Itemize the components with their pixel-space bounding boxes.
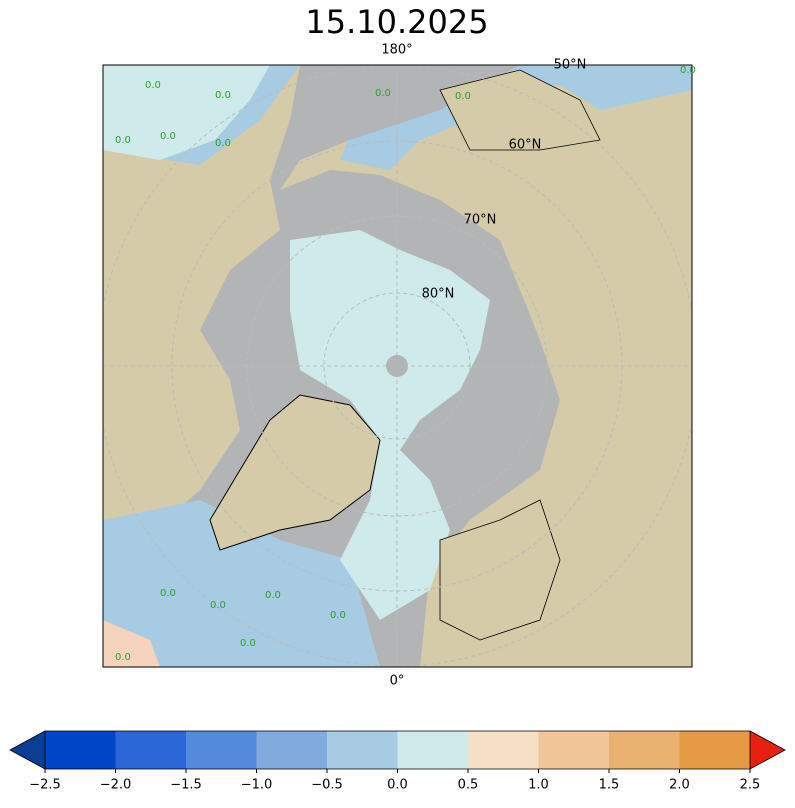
latitude-label: 60°N [509, 138, 542, 153]
colorbar-tick-label: 0.0 [387, 778, 408, 793]
meridian-label: 0° [390, 674, 405, 689]
colorbar-tick-label: 0.5 [458, 778, 479, 793]
colorbar-under [9, 730, 46, 770]
contour-label: 0.0 [330, 610, 346, 621]
contour-label: 0.0 [115, 652, 131, 663]
latitude-label: 70°N [464, 213, 497, 228]
contour-label: 0.0 [115, 135, 131, 146]
colorbar-tick-label: −2.0 [100, 778, 132, 793]
colorbar-bin [397, 731, 468, 769]
contour-label: 0.0 [455, 91, 471, 102]
colorbar-tick-label: −2.5 [29, 778, 61, 793]
colorbar-tick-label: 1.5 [599, 778, 620, 793]
colorbar-over [749, 730, 786, 770]
map-frame [102, 64, 693, 668]
contour-label: 0.0 [265, 590, 281, 601]
map [103, 65, 692, 667]
colorbar-tick-label: 2.5 [740, 778, 761, 793]
colorbar-bin [115, 731, 186, 769]
colorbar-tick-label: −0.5 [311, 778, 343, 793]
colorbar-bin [468, 731, 539, 769]
latitude-label: 80°N [422, 287, 455, 302]
colorbar: −2.5 −2.0 −1.5 −1.0 −0.5 0.0 0.5 1.0 1.5 2.0 2.5 [9, 730, 786, 793]
contour-label: 0.0 [160, 588, 176, 599]
title: 15.10.2025 [305, 3, 488, 41]
colorbar-tick-label: −1.5 [170, 778, 202, 793]
colorbar-tick-label: 1.0 [528, 778, 549, 793]
contour-label: 0.0 [145, 80, 161, 91]
contour-label: 0.0 [215, 138, 231, 149]
colorbar-tick-label: 2.0 [669, 778, 690, 793]
contour-label: 0.0 [160, 131, 176, 142]
colorbar-tick-label: −1.0 [241, 778, 273, 793]
colorbar-bin [538, 731, 609, 769]
colorbar-bin [45, 731, 116, 769]
meridian-label: 180° [381, 43, 412, 58]
latitude-label: 50°N [554, 58, 587, 73]
colorbar-bin [327, 731, 398, 769]
colorbar-bin [609, 731, 680, 769]
contour-label: 0.0 [680, 65, 696, 76]
contour-label: 0.0 [215, 90, 231, 101]
contour-label: 0.0 [210, 600, 226, 611]
contour-label: 0.0 [375, 88, 391, 99]
colorbar-bin [679, 731, 750, 769]
colorbar-bin [186, 731, 257, 769]
colorbar-bin [256, 731, 327, 769]
contour-label: 0.0 [240, 638, 256, 649]
